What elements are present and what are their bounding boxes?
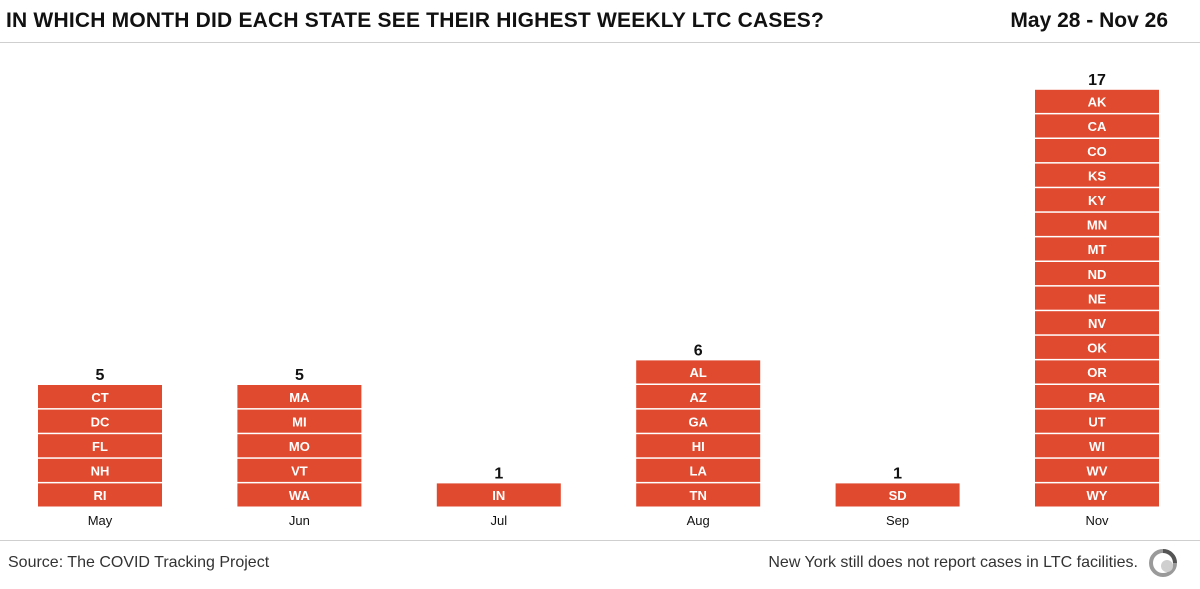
segment-label-ga: GA <box>688 414 708 429</box>
segment-label-dc: DC <box>91 414 110 429</box>
segment-label-sd: SD <box>889 488 907 503</box>
footnote-text: New York still does not report cases in … <box>768 554 1138 571</box>
segment-label-ma: MA <box>289 390 310 405</box>
value-label-aug: 6 <box>694 342 703 359</box>
bar-segment-sd <box>835 483 960 507</box>
bar-segment-ak <box>1035 89 1159 113</box>
bar-segment-ca <box>1035 114 1159 138</box>
segment-label-ct: CT <box>91 390 108 405</box>
value-label-jun: 5 <box>295 367 304 384</box>
bar-group-may: CT DC FL NH RI 5 May <box>38 367 162 528</box>
value-label-jul: 1 <box>494 465 503 482</box>
bar-segment-ks <box>1035 163 1159 187</box>
bar-segment-hi <box>636 434 761 458</box>
chart-title: IN WHICH MONTH DID EACH STATE SEE THEIR … <box>6 9 825 32</box>
segment-label-ne: NE <box>1088 291 1106 306</box>
x-tick-label-jul: Jul <box>490 513 507 528</box>
bar-segment-wy <box>1035 483 1159 507</box>
bar-segment-fl <box>38 434 162 458</box>
segment-label-mt: MT <box>1088 242 1107 257</box>
bar-segment-ky <box>1035 188 1159 212</box>
bar-segment-ma <box>237 385 362 409</box>
segment-label-pa: PA <box>1088 390 1106 405</box>
value-label-nov: 17 <box>1088 72 1106 89</box>
bar-segment-nv <box>1035 311 1159 335</box>
value-label-may: 5 <box>96 367 105 384</box>
segment-label-ks: KS <box>1088 168 1106 183</box>
segment-label-in: IN <box>492 488 505 503</box>
segment-label-ky: KY <box>1088 193 1106 208</box>
segment-label-nh: NH <box>91 464 110 479</box>
bar-segment-ri <box>38 483 162 507</box>
segment-label-vt: VT <box>291 464 308 479</box>
source-text: Source: The COVID Tracking Project <box>8 554 270 571</box>
bar-segment-ne <box>1035 286 1159 310</box>
segment-label-ok: OK <box>1087 341 1107 356</box>
covid-tracking-logo-icon <box>1149 549 1177 577</box>
segment-label-la: LA <box>690 464 708 479</box>
segment-label-hi: HI <box>692 439 705 454</box>
bar-segment-ok <box>1035 335 1159 359</box>
bar-segment-ut <box>1035 409 1159 433</box>
value-label-sep: 1 <box>893 465 902 482</box>
bar-segment-ga <box>636 409 761 433</box>
bar-group-jun: MA MI MO VT WA 5 Jun <box>237 367 362 528</box>
bar-segment-wi <box>1035 434 1159 458</box>
bar-segment-mi <box>237 409 362 433</box>
bar-segment-mo <box>237 434 362 458</box>
segment-label-mn: MN <box>1087 218 1107 233</box>
x-tick-label-may: May <box>88 513 113 528</box>
segment-label-fl: FL <box>92 439 108 454</box>
bar-segment-tn <box>636 483 761 507</box>
segment-label-nv: NV <box>1088 316 1106 331</box>
chart-area: CT DC FL NH RI 5 May MA MI MO VT WA 5 Jun IN 1 Jul AL AZ GA… <box>0 43 1200 535</box>
bar-segment-la <box>636 458 761 482</box>
bar-segment-dc <box>38 409 162 433</box>
bar-segment-mn <box>1035 212 1159 236</box>
segment-label-ri: RI <box>94 488 107 503</box>
segment-label-ca: CA <box>1088 119 1107 134</box>
bar-segment-vt <box>237 458 362 482</box>
bar-segment-or <box>1035 360 1159 384</box>
bar-segment-az <box>636 385 761 409</box>
segment-label-wy: WY <box>1087 488 1108 503</box>
segment-label-nd: ND <box>1088 267 1107 282</box>
bar-segment-al <box>636 360 761 384</box>
bar-group-sep: SD 1 Sep <box>835 465 960 528</box>
x-tick-label-sep: Sep <box>886 513 909 528</box>
chart-footer: Source: The COVID Tracking Project New Y… <box>0 540 1200 589</box>
bar-group-jul: IN 1 Jul <box>436 465 561 528</box>
bar-segment-pa <box>1035 385 1159 409</box>
segment-label-or: OR <box>1087 365 1107 380</box>
bar-segment-mt <box>1035 237 1159 261</box>
segment-label-wv: WV <box>1087 464 1108 479</box>
segment-label-az: AZ <box>690 390 707 405</box>
bar-segment-in <box>436 483 561 507</box>
bar-segment-ct <box>38 385 162 409</box>
bar-segment-nd <box>1035 262 1159 286</box>
x-tick-label-jun: Jun <box>289 513 310 528</box>
bar-chart: CT DC FL NH RI 5 May MA MI MO VT WA 5 Jun IN 1 Jul AL AZ GA… <box>38 72 1159 528</box>
segment-label-wa: WA <box>289 488 311 503</box>
bar-group-aug: AL AZ GA HI LA TN 6 Aug <box>636 342 761 528</box>
segment-label-ak: AK <box>1088 95 1107 110</box>
date-range: May 28 - Nov 26 <box>1010 9 1168 32</box>
segment-label-mi: MI <box>292 414 306 429</box>
bar-segment-wv <box>1035 458 1159 482</box>
segment-label-al: AL <box>690 365 707 380</box>
x-tick-label-nov: Nov <box>1085 513 1109 528</box>
segment-label-wi: WI <box>1089 439 1105 454</box>
bar-segment-co <box>1035 139 1159 163</box>
segment-label-ut: UT <box>1088 414 1105 429</box>
segment-label-tn: TN <box>690 488 707 503</box>
chart-header: IN WHICH MONTH DID EACH STATE SEE THEIR … <box>0 0 1200 43</box>
bar-group-nov: AK CA CO KS KY MN MT ND NE NV OK OR PA UT WI WV WY 17 Nov <box>1035 72 1159 528</box>
segment-label-co: CO <box>1087 144 1107 159</box>
x-tick-label-aug: Aug <box>687 513 710 528</box>
segment-label-mo: MO <box>289 439 310 454</box>
bar-segment-nh <box>38 458 162 482</box>
bar-segment-wa <box>237 483 362 507</box>
